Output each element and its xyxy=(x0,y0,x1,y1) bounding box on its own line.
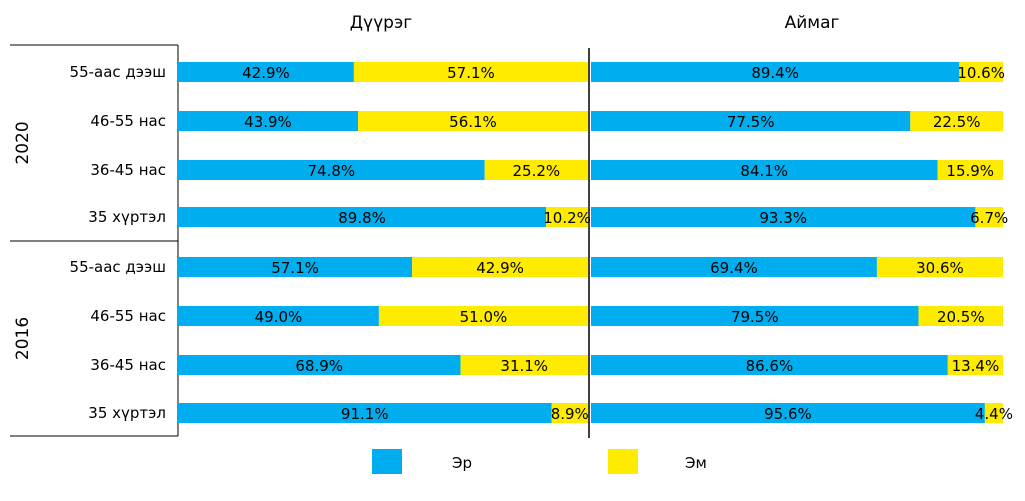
year-label: 2016 xyxy=(13,317,33,360)
bar-segment-female xyxy=(412,257,588,277)
bar-segment-male xyxy=(591,355,948,375)
data-label: 51.0% xyxy=(460,308,508,326)
bar-segment-male xyxy=(178,355,461,375)
data-label: 89.4% xyxy=(751,64,799,82)
bar-segment-female xyxy=(551,403,588,423)
category-label: 55-аас дээш xyxy=(70,258,166,276)
data-label: 25.2% xyxy=(513,162,561,180)
bar-segment-male xyxy=(178,111,358,131)
category-label: 36-45 нас xyxy=(90,356,166,374)
bar-segment-female xyxy=(357,111,588,131)
data-label: 20.5% xyxy=(937,308,985,326)
category-label: 36-45 нас xyxy=(90,161,166,179)
data-label: 86.6% xyxy=(746,357,794,375)
bar-segment-female xyxy=(959,62,1003,82)
bar-segment-male xyxy=(591,306,919,326)
bar-segment-female xyxy=(975,207,1003,227)
data-label: 42.9% xyxy=(242,64,290,82)
data-label: 42.9% xyxy=(476,259,524,277)
bar-segment-male xyxy=(178,160,485,180)
data-label: 8.9% xyxy=(551,405,589,423)
year-label: 2020 xyxy=(13,121,33,164)
bar-segment-female xyxy=(353,62,588,82)
bar-segment-male xyxy=(591,62,960,82)
bar-segment-male xyxy=(591,207,976,227)
data-label: 91.1% xyxy=(341,405,389,423)
bar-segment-male xyxy=(591,160,938,180)
bar-segment-male xyxy=(178,207,547,227)
bar-segment-male xyxy=(178,306,379,326)
bar-segment-male xyxy=(591,403,985,423)
data-label: 93.3% xyxy=(759,209,807,227)
data-label: 68.9% xyxy=(295,357,343,375)
bar-segment-female xyxy=(378,306,588,326)
bar-segment-male xyxy=(591,257,877,277)
bar-segment-female xyxy=(876,257,1003,277)
bar-segment-female xyxy=(947,355,1003,375)
bar-segment-female xyxy=(484,160,588,180)
data-label: 49.0% xyxy=(255,308,303,326)
data-label: 69.4% xyxy=(710,259,758,277)
panel-title: Дүүрэг xyxy=(350,13,413,33)
data-label: 30.6% xyxy=(916,259,964,277)
data-label: 10.6% xyxy=(957,64,1005,82)
data-label: 10.2% xyxy=(543,209,591,227)
bar-segment-female xyxy=(937,160,1003,180)
bar-segment-female xyxy=(918,306,1003,326)
bar-segment-female xyxy=(460,355,588,375)
bar-segment-female xyxy=(984,403,1003,423)
data-label: 56.1% xyxy=(449,113,497,131)
bar-segment-female xyxy=(546,207,588,227)
legend-label: Эр xyxy=(452,454,472,472)
data-label: 77.5% xyxy=(727,113,775,131)
legend-swatch xyxy=(608,449,638,474)
data-label: 4.4% xyxy=(975,405,1013,423)
bar-segment-female xyxy=(910,111,1003,131)
data-label: 43.9% xyxy=(244,113,292,131)
bar-segment-male xyxy=(178,403,552,423)
legend-label: Эм xyxy=(685,454,707,472)
category-label: 35 хүртэл xyxy=(88,208,166,226)
data-label: 79.5% xyxy=(731,308,779,326)
data-label: 89.8% xyxy=(338,209,386,227)
data-label: 74.8% xyxy=(308,162,356,180)
data-label: 31.1% xyxy=(500,357,548,375)
bar-segment-male xyxy=(591,111,911,131)
bar-segment-male xyxy=(178,62,354,82)
category-label: 46-55 нас xyxy=(90,307,166,325)
legend-swatch xyxy=(372,449,402,474)
data-label: 84.1% xyxy=(740,162,788,180)
data-label: 57.1% xyxy=(271,259,319,277)
data-label: 15.9% xyxy=(946,162,994,180)
data-label: 95.6% xyxy=(764,405,812,423)
data-label: 6.7% xyxy=(970,209,1008,227)
category-label: 35 хүртэл xyxy=(88,404,166,422)
data-label: 13.4% xyxy=(952,357,1000,375)
data-label: 57.1% xyxy=(447,64,495,82)
data-label: 22.5% xyxy=(933,113,981,131)
category-label: 55-аас дээш xyxy=(70,63,166,81)
category-label: 46-55 нас xyxy=(90,112,166,130)
panel-title: Аймаг xyxy=(785,13,840,33)
bar-segment-male xyxy=(178,257,413,277)
